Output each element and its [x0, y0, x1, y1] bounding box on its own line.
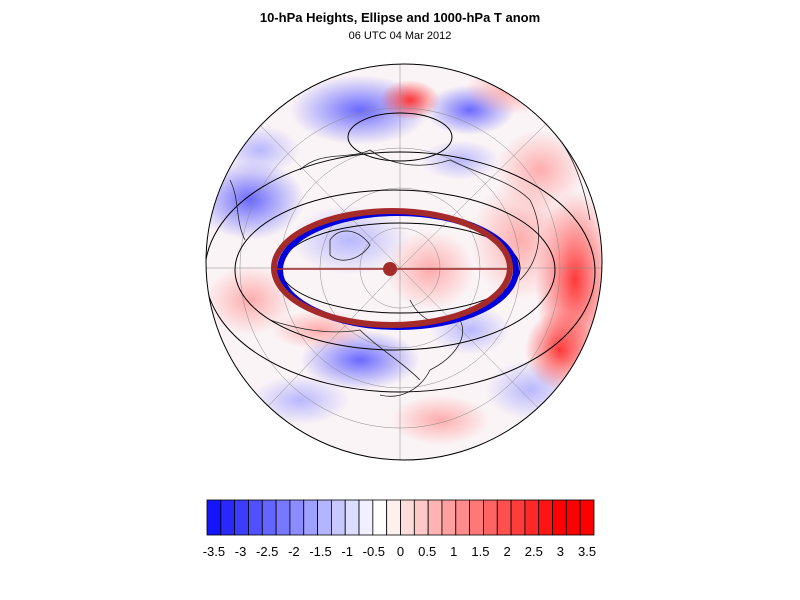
colorbar-tick-label: -3 — [234, 544, 247, 559]
colorbar-box — [289, 499, 305, 536]
colorbar-tick-label: 0.5 — [418, 544, 437, 559]
colorbar-tick-label: 0 — [396, 544, 405, 559]
colorbar-box — [579, 499, 595, 536]
colorbar-box — [413, 499, 429, 536]
colorbar-box — [524, 499, 540, 536]
colorbar-box — [234, 499, 249, 536]
colorbar-box — [455, 499, 471, 536]
colorbar-box — [483, 499, 498, 536]
colorbar-box — [372, 499, 388, 536]
colorbar-tick-label: -1.5 — [309, 544, 332, 559]
colorbar-tick-label: -0.5 — [362, 544, 386, 559]
colorbar-box — [496, 499, 512, 536]
colorbar-tick-label: 2.5 — [524, 544, 543, 559]
red-ellipse — [271, 208, 513, 328]
colorbar-tick-label: -2 — [288, 544, 300, 559]
colorbar-tick-label: -2.5 — [256, 544, 279, 559]
colorbar-box — [441, 499, 457, 536]
map-title: 10-hPa Heights, Ellipse and 1000-hPa T a… — [259, 10, 541, 25]
graticule — [206, 64, 602, 460]
map-subtitle: 06 UTC 04 Mar 2012 — [348, 30, 452, 42]
colorbar-tick-label: 1 — [450, 544, 458, 559]
ellipse-center — [383, 262, 397, 276]
colorbar-box — [261, 499, 277, 536]
colorbar-box — [538, 499, 553, 536]
colorbar-box — [206, 499, 222, 536]
colorbar-box — [344, 499, 360, 536]
colorbar-box — [317, 499, 332, 536]
colorbar-box — [565, 499, 581, 536]
colorbar-tick-label: 3 — [556, 544, 565, 559]
colorbar-box — [469, 499, 484, 536]
colorbar-box — [510, 499, 526, 536]
colorbar-box — [275, 499, 291, 536]
colorbar-tick-label: 1.5 — [471, 544, 490, 559]
colorbar-box — [220, 499, 236, 536]
colorbar-box — [248, 499, 263, 536]
colorbar-box — [330, 499, 346, 536]
colorbar-box — [427, 499, 443, 536]
colorbar-box — [400, 499, 415, 536]
colorbar-tick-label: -1 — [341, 544, 353, 559]
colorbar-box — [552, 499, 567, 536]
map-boundary — [205, 63, 603, 461]
colorbar-box — [303, 499, 318, 536]
colorbar-tick-label: -3.5 — [202, 544, 226, 559]
colorbar-box — [386, 499, 401, 536]
colorbar-tick-label: 2 — [503, 544, 511, 559]
colorbar-box — [358, 499, 374, 536]
colorbar-tick-label: 3.5 — [578, 544, 597, 559]
